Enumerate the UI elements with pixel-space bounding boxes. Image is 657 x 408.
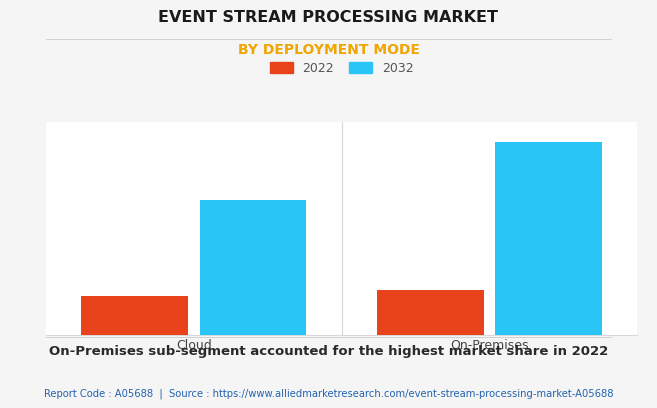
Text: On-Premises sub-segment accounted for the highest market share in 2022: On-Premises sub-segment accounted for th… [49, 345, 608, 358]
Bar [200, 200, 306, 335]
Bar [495, 142, 602, 335]
Legend: 2022, 2032: 2022, 2032 [265, 57, 419, 80]
Text: EVENT STREAM PROCESSING MARKET: EVENT STREAM PROCESSING MARKET [158, 10, 499, 25]
Text: Report Code : A05688  |  Source : https://www.alliedmarketresearch.com/event-str: Report Code : A05688 | Source : https://… [44, 388, 613, 399]
Bar [377, 290, 484, 335]
Text: BY DEPLOYMENT MODE: BY DEPLOYMENT MODE [237, 43, 420, 57]
Bar [81, 296, 188, 335]
